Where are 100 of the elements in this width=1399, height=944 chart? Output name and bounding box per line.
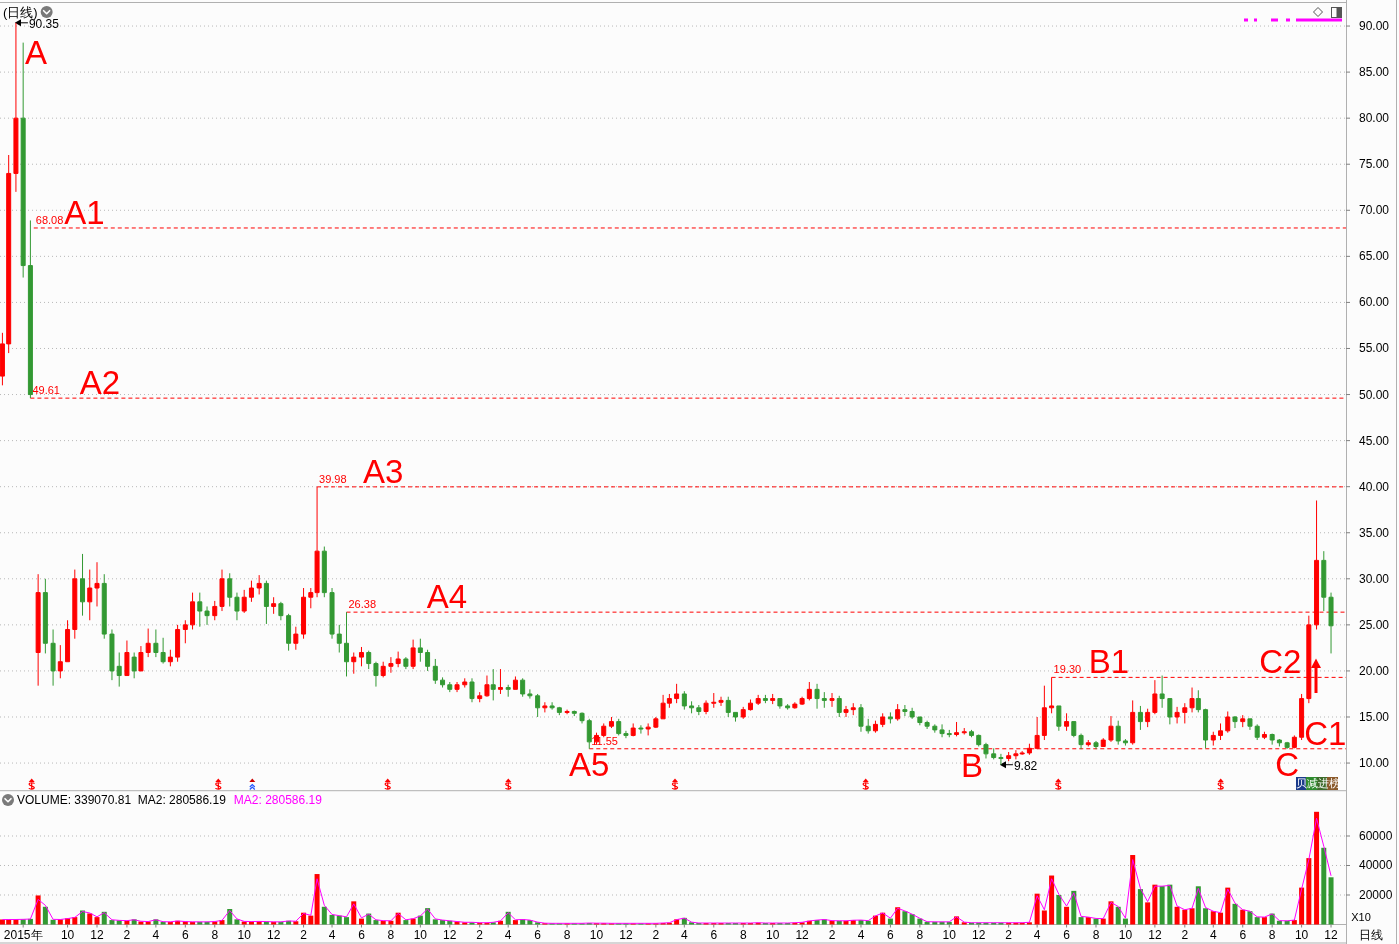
candlestick	[711, 692, 717, 709]
bar	[308, 915, 314, 925]
bar	[512, 920, 518, 925]
candlestick	[1071, 721, 1077, 738]
data-label: 68.08	[35, 213, 64, 226]
bar	[344, 917, 350, 925]
bar	[1247, 911, 1253, 925]
candlestick	[197, 592, 203, 628]
bar	[417, 915, 423, 925]
candlestick	[380, 661, 386, 678]
candlestick	[1041, 685, 1047, 741]
candlestick	[939, 723, 945, 738]
candlestick	[601, 722, 607, 738]
candlestick	[571, 710, 577, 717]
candlestick	[887, 711, 893, 724]
bar	[1314, 811, 1320, 925]
line-series	[1, 817, 1332, 924]
candlestick	[872, 720, 878, 734]
bar	[1108, 901, 1114, 925]
candlestick	[1085, 739, 1091, 747]
candlestick	[336, 624, 342, 654]
bar	[1306, 858, 1312, 925]
bar	[124, 920, 130, 925]
x-tick-label: 4	[681, 927, 688, 942]
bar	[1041, 910, 1047, 925]
bar	[145, 921, 151, 925]
x-tick-label: 6	[534, 927, 542, 942]
candlestick	[1218, 722, 1224, 741]
y-tick-label: 60000	[1359, 828, 1393, 843]
candlestick	[549, 701, 555, 711]
candlestick	[865, 718, 871, 735]
candlestick	[80, 553, 86, 617]
bar	[1049, 875, 1055, 925]
y-tick-label: 10.00	[1359, 756, 1390, 771]
candlestick	[954, 721, 960, 737]
candlestick	[94, 561, 100, 607]
x-tick-label: 8	[387, 927, 395, 942]
candlestick	[234, 592, 240, 621]
y-tick-label: 40.00	[1359, 479, 1390, 494]
candlestick	[1159, 675, 1165, 709]
candlestick	[182, 619, 188, 644]
x-axis-title: 日线	[1359, 927, 1383, 942]
candlestick	[256, 574, 262, 595]
candlestick	[1210, 731, 1216, 747]
candlestick	[1056, 705, 1062, 732]
candlestick	[858, 703, 864, 733]
candlestick	[212, 600, 218, 621]
candlestick	[1108, 715, 1114, 743]
bar	[1137, 889, 1143, 925]
bar	[1122, 918, 1128, 925]
x-tick-label: 10	[765, 927, 780, 942]
x-tick-label: 6	[710, 927, 718, 942]
candlestick	[733, 711, 738, 723]
bar	[1152, 884, 1158, 925]
candlestick	[527, 688, 533, 700]
candlestick	[124, 640, 130, 677]
x-tick-label: 12	[1148, 927, 1162, 942]
bar	[72, 917, 78, 925]
candlestick	[454, 681, 460, 693]
candlestick	[388, 656, 394, 674]
candlestick	[608, 716, 614, 729]
bar	[109, 920, 115, 925]
bar	[829, 920, 835, 925]
candlestick	[72, 569, 78, 640]
candlestick	[1232, 715, 1238, 729]
y-axis-title: X10	[1351, 911, 1371, 923]
candlestick	[1137, 705, 1143, 731]
bar	[321, 906, 327, 925]
data-label: 9.82	[1013, 758, 1038, 773]
y-tick-label: 85.00	[1359, 65, 1390, 80]
bar	[204, 921, 210, 925]
candlestick	[1167, 698, 1173, 725]
candlestick	[777, 698, 783, 710]
candlestick	[1145, 708, 1151, 728]
y-tick-label: 90.00	[1359, 19, 1390, 34]
bar	[50, 919, 56, 925]
x-tick-label: 2	[300, 927, 308, 942]
candlestick	[718, 696, 724, 707]
x-tick-label: 10	[413, 927, 428, 942]
candlestick	[109, 628, 115, 681]
candlestick	[425, 649, 431, 672]
annotation: B1	[1088, 643, 1130, 681]
bar	[1078, 917, 1084, 925]
y-tick-label: 75.00	[1359, 157, 1390, 172]
candlestick	[579, 711, 585, 724]
x-tick-label: 6	[887, 927, 895, 942]
bar	[902, 911, 908, 925]
x-tick-label: 8	[211, 927, 219, 942]
candlestick	[50, 628, 56, 687]
bar	[895, 907, 901, 925]
candlestick	[623, 730, 629, 739]
x-tick-label: 12	[972, 927, 986, 942]
candlestick	[241, 589, 247, 614]
x-tick-label: 4	[857, 927, 865, 942]
bar	[336, 915, 342, 925]
candlestick	[1299, 693, 1305, 741]
candlestick	[645, 722, 651, 736]
bar	[1064, 906, 1070, 925]
chart-title: VOLUME: 339070.81 MA2: 280586.19	[17, 793, 227, 807]
bar	[234, 919, 240, 925]
